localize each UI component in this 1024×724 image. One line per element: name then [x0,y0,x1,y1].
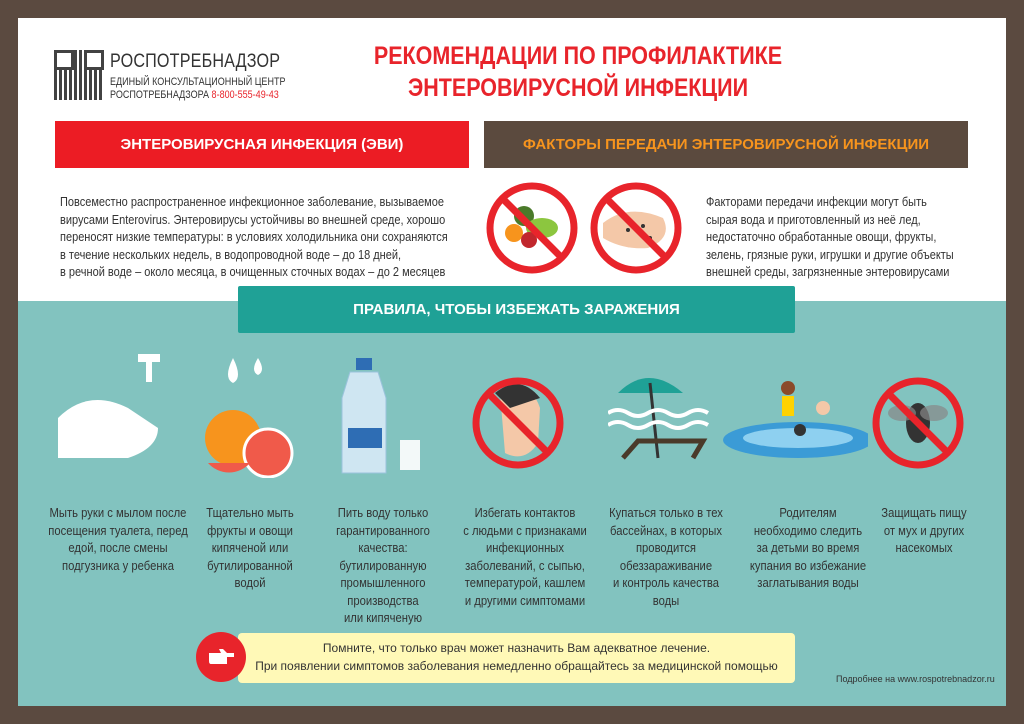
center-line1: ЕДИНЫЙ КОНСУЛЬТАЦИОННЫЙ ЦЕНТР [110,76,286,88]
evi-text: Повсеместно распространенное инфекционно… [60,195,448,279]
note-line2: При появлении симптомов заболевания неме… [255,659,778,673]
phone-number: 8-800-555-49-43 [211,89,279,101]
rule-pools: Купаться только в тех бассейнах, в котор… [609,506,723,608]
water-bottle-icon [341,358,420,474]
rule-drink-water: Пить воду только гарантированного качест… [336,506,430,625]
rule-hand-washing: Мыть руки с мылом после посещения туалет… [48,506,188,573]
rule-protect-food: Защищать пищу от мух и других насекомых [881,506,967,555]
page-title: РЕКОМЕНДАЦИИ ПО ПРОФИЛАКТИКЕ ЭНТЕРОВИРУС… [354,40,801,104]
rule-wash-fruit: Тщательно мыть фрукты и овощи кипяченой … [206,506,294,590]
note-line1: Помните, что только врач может назначить… [322,641,711,655]
center-line2: РОСПОТРЕБНАДЗОРА [110,89,210,101]
hand-washing-icon [58,354,160,458]
poster: РОСПОТРЕБНАДЗОР ЕДИНЫЙ КОНСУЛЬТАЦИОННЫЙ … [18,18,1006,706]
website-link[interactable]: Подробнее на www.rospotrebnadzor.ru [836,674,995,684]
factors-text: Факторами передачи инфекции могут быть с… [706,195,954,279]
title-line2: ЭНТЕРОВИРУСНОЙ ИНФЕКЦИИ [407,74,749,102]
qr-code-icon [54,50,104,100]
rules-banner: ПРАВИЛА, ЧТОБЫ ИЗБЕЖАТЬ ЗАРАЖЕНИЯ [238,286,795,333]
evi-heading: ЭНТЕРОВИРУСНАЯ ИНФЕКЦИЯ (ЭВИ) [55,121,469,168]
fruit-icon [205,358,294,478]
rule-supervise-children: Родителям необходимо следить за детьми в… [749,506,867,590]
rule-avoid-contact: Избегать контактов с людьми с признаками… [463,506,587,608]
pointing-hand-icon [196,632,246,682]
title-line1: РЕКОМЕНДАЦИИ ПО ПРОФИЛАКТИКЕ [373,42,783,70]
brand-name: РОСПОТРЕБНАДЗОР [110,51,281,72]
doctor-note: Помните, что только врач может назначить… [238,633,795,683]
no-dirty-hands-icon [590,182,682,274]
factors-heading: ФАКТОРЫ ПЕРЕДАЧИ ЭНТЕРОВИРУСНОЙ ИНФЕКЦИИ [484,121,968,168]
no-sick-contact-icon [472,377,564,469]
children-bathing-icon [723,381,868,458]
no-dirty-vegetables-icon [486,182,578,274]
consult-center: ЕДИНЫЙ КОНСУЛЬТАЦИОННЫЙ ЦЕНТР РОСПОТРЕБН… [110,76,285,102]
pool-umbrella-icon [608,378,710,460]
no-fly-icon [872,377,964,469]
